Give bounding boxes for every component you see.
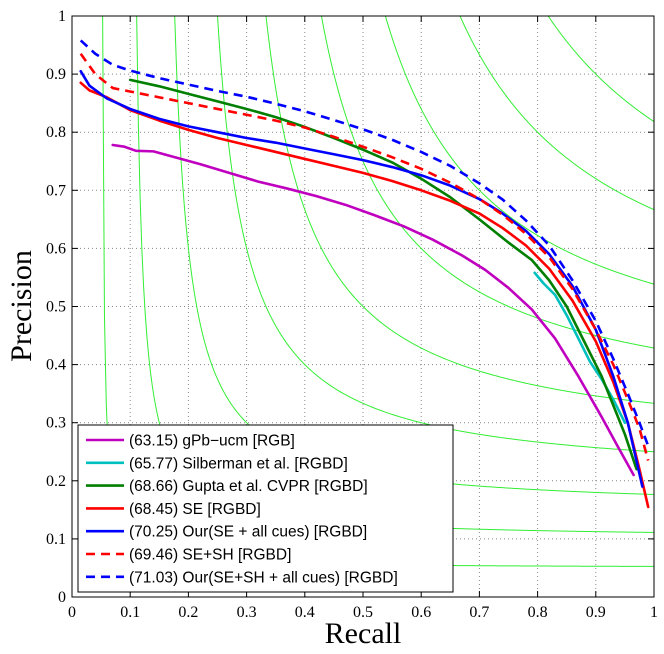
x-axis-title: Recall bbox=[325, 617, 402, 650]
legend: (63.15) gPb−ucm [RGB] (65.77) Silberman e… bbox=[77, 424, 454, 593]
y-tick-label: 0.7 bbox=[46, 182, 66, 199]
legend-label-4: (68.45) SE [RGBD] bbox=[129, 501, 261, 518]
y-tick-label: 0.3 bbox=[46, 415, 66, 432]
legend-label-2: (65.77) Silberman et al. [RGBD] bbox=[129, 455, 348, 472]
legend-label-6: (69.46) SE+SH [RGBD] bbox=[129, 547, 291, 564]
iso-f-curve bbox=[459, 16, 654, 211]
y-tick-label: 0.5 bbox=[46, 299, 66, 316]
series-line-6 bbox=[79, 53, 650, 461]
y-tick-label: 0.9 bbox=[46, 66, 66, 83]
x-tick-label: 0.2 bbox=[178, 604, 198, 621]
x-tick-label: 0.3 bbox=[237, 604, 257, 621]
y-tick-label: 0 bbox=[58, 589, 66, 606]
iso-f-curve bbox=[174, 16, 654, 495]
legend-label-5: (70.25) Our(SE + all cues) [RGBD] bbox=[129, 524, 367, 541]
y-tick-label: 0.1 bbox=[46, 531, 66, 548]
x-tick-label: 0.5 bbox=[353, 604, 373, 621]
y-tick-label: 0.6 bbox=[46, 240, 66, 257]
y-axis-title: Precision bbox=[5, 250, 38, 362]
series-line-4 bbox=[79, 81, 650, 509]
series-line-3 bbox=[128, 78, 638, 471]
series-lines bbox=[79, 39, 650, 509]
iso-f-curve bbox=[547, 16, 654, 123]
x-tick-label: 0.4 bbox=[295, 604, 315, 621]
y-tick-label: 0.4 bbox=[46, 357, 66, 374]
y-tick-label: 0.8 bbox=[46, 124, 66, 141]
iso-f-curve bbox=[320, 16, 654, 349]
legend-label-1: (63.15) gPb−ucm [RGB] bbox=[129, 433, 295, 450]
y-tick-label: 1 bbox=[58, 8, 66, 25]
x-tick-label: 0.6 bbox=[411, 604, 431, 621]
legend-label-3: (68.66) Gupta et al. CVPR [RGBD] bbox=[129, 478, 368, 495]
x-tick-label: 0.7 bbox=[469, 604, 489, 621]
x-tick-label: 0.1 bbox=[120, 604, 140, 621]
iso-f-curve bbox=[217, 16, 654, 453]
legend-label-7: (71.03) Our(SE+SH + all cues) [RGBD] bbox=[129, 569, 398, 586]
y-tick-label: 0.2 bbox=[46, 473, 66, 490]
series-line-1 bbox=[111, 143, 635, 477]
iso-f-curve bbox=[384, 16, 654, 285]
legend-box bbox=[77, 424, 454, 593]
x-tick-label: 1 bbox=[650, 604, 658, 621]
x-tick-label: 0.8 bbox=[528, 604, 548, 621]
x-tick-label: 0.9 bbox=[586, 604, 606, 621]
axis-ticks: 0 0.1 0.2 0.3 0.4 0.5 0.6 0.7 0.8 0.9 1 0 0.1 0.2 0.3 0… bbox=[46, 8, 658, 621]
x-tick-label: 0 bbox=[68, 604, 76, 621]
series-line-7 bbox=[79, 39, 650, 447]
series-line-5 bbox=[79, 69, 644, 488]
